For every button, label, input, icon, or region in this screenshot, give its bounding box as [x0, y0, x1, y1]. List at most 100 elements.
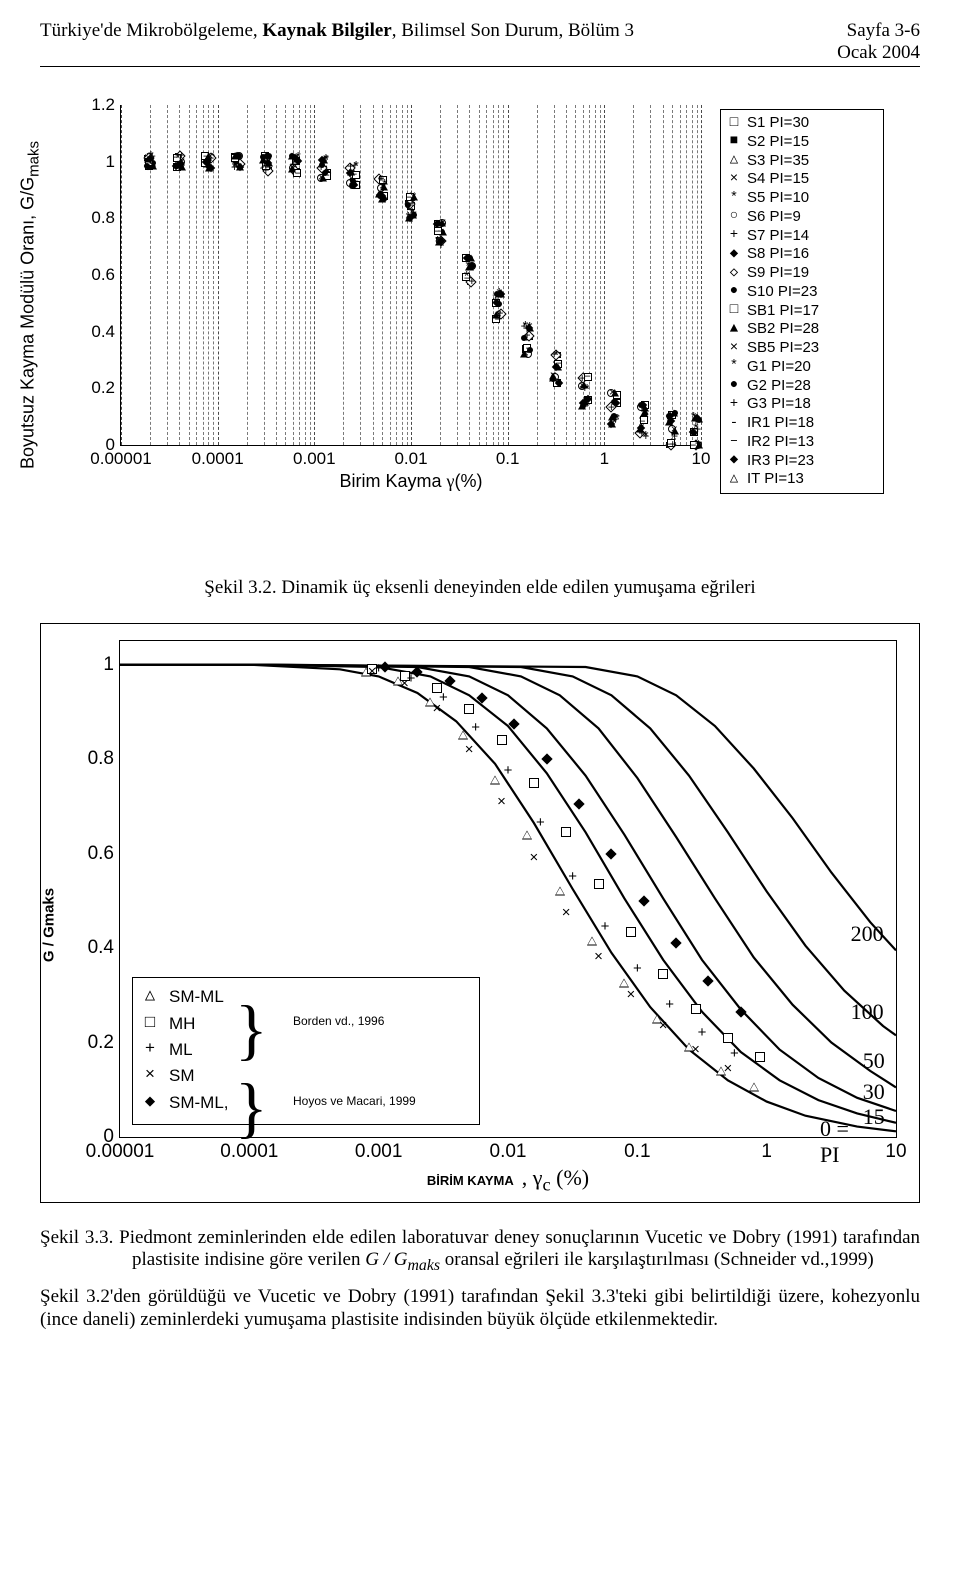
chart1-data-point	[438, 220, 446, 227]
legend-label: S7 PI=14	[747, 227, 809, 246]
chart1-gridline	[650, 105, 651, 445]
chart2-data-point	[568, 872, 578, 882]
chart2-data-point	[729, 1049, 739, 1059]
chart1-ytick: 1	[106, 152, 121, 172]
chart1-data-point	[410, 193, 418, 200]
chart1-gridline	[498, 105, 499, 445]
chart2-data-point	[497, 797, 507, 807]
legend-label: S5 PI=10	[747, 189, 809, 208]
chart2-data-point	[697, 1028, 707, 1038]
chart1-gridline	[218, 105, 219, 445]
chart2-data-point	[555, 887, 565, 896]
legend-symbol-icon: □	[727, 115, 741, 133]
chart1-data-point	[204, 153, 212, 160]
chart2-data-point	[626, 927, 636, 937]
chart1-gridline	[373, 105, 374, 445]
legend-symbol-icon: ◆	[727, 246, 741, 264]
chart1-legend-item: × SB5 PI=23	[727, 339, 877, 358]
chart1-gridline	[595, 105, 596, 445]
caption2-it1: G / G	[365, 1249, 407, 1270]
chart1-legend-item: + G3 PI=18	[727, 395, 877, 414]
chart2-data-point	[755, 1052, 765, 1062]
header-text-1: Türkiye'de Mikrobölgeleme,	[40, 20, 262, 41]
chart1-gridline	[508, 105, 509, 445]
chart1-legend-item: ×S4 PI=15	[727, 170, 877, 189]
chart1-xtick: 0.01	[394, 445, 427, 469]
legend-label: IT PI=13	[747, 470, 804, 489]
chart1-gridline	[276, 105, 277, 445]
legend-label: IR3 PI=23	[747, 452, 814, 471]
legend-symbol-icon: -	[727, 415, 741, 433]
chart1-gridline	[310, 105, 311, 445]
legend-symbol-icon: *	[727, 358, 741, 376]
legend-label: G3 PI=18	[747, 395, 811, 414]
chart2-data-point	[594, 879, 604, 889]
chart2-ytick: 0.2	[88, 1032, 114, 1054]
legend-symbol-icon: □	[727, 302, 741, 320]
chart1-gridline	[692, 105, 693, 445]
chart2-data-point	[471, 723, 481, 733]
chart1-data-point	[259, 157, 267, 164]
chart1-legend-item: +S7 PI=14	[727, 227, 877, 246]
chart2-pi-label: 200	[851, 921, 884, 947]
chart1-legend-item: -IR1 PI=18	[727, 414, 877, 433]
chart1-legend-item: *S5 PI=10	[727, 189, 877, 208]
chart1: Boyutsuz Kayma Modülü Oranı, G/Gmaks Bir…	[60, 95, 880, 515]
chart2-data-point	[367, 667, 377, 677]
chart2-xlabel-unit: (%)	[556, 1165, 589, 1190]
chart2-data-point	[561, 827, 571, 837]
chart1-ylabel: Boyutsuz Kayma Modülü Oranı, G/Gmaks	[18, 141, 43, 469]
legend-label: S4 PI=15	[747, 170, 809, 189]
chart2-data-point	[626, 990, 636, 1000]
chart1-legend-item: △IT PI=13	[727, 470, 877, 489]
legend-symbol-icon: +	[727, 396, 741, 414]
chart2-legend-item: +ML	[141, 1037, 471, 1063]
legend-label: G2 PI=28	[747, 377, 811, 396]
header-right: Sayfa 3-6 Ocak 2004	[837, 20, 920, 64]
chart2-data-point	[490, 776, 500, 785]
caption2-text2: oransal eğrileri ile karşılaştırılması (…	[440, 1249, 874, 1270]
legend-label: G1 PI=20	[747, 358, 811, 377]
chart1-data-point	[695, 442, 703, 449]
legend-label: SB5 PI=23	[747, 339, 819, 358]
chart2-xtick: 0.0001	[220, 1137, 278, 1163]
chart1-gridline	[457, 105, 458, 445]
body-paragraph: Şekil 3.2'den görüldüğü ve Vucetic ve Do…	[40, 1285, 920, 1331]
chart1-gridline	[479, 105, 480, 445]
chart1-gridline	[493, 105, 494, 445]
legend-label: S3 PI=35	[747, 152, 809, 171]
chart1-gridline	[360, 105, 361, 445]
chart2-data-point	[749, 1083, 759, 1092]
chart1-gridline	[503, 105, 504, 445]
chart1-legend-item: –IR2 PI=13	[727, 433, 877, 452]
chart1-gridline	[167, 105, 168, 445]
chart1-data-point	[319, 174, 327, 181]
chart1-gridline	[663, 105, 664, 445]
chart2-data-point	[658, 1021, 668, 1031]
legend-symbol-icon: ▲	[727, 321, 741, 339]
chart2-data-point	[529, 778, 539, 788]
chart1-data-point	[612, 411, 620, 419]
chart1-data-point	[641, 405, 649, 412]
chart2-data-point	[658, 969, 668, 979]
header-date: Ocak 2004	[837, 42, 920, 64]
chart2-data-point	[561, 908, 571, 918]
chart2-data-point	[400, 679, 410, 689]
legend-label: SB2 PI=28	[747, 320, 819, 339]
brace-icon-top: }	[235, 1012, 268, 1046]
chart1-legend-item: ■S2 PI=15	[727, 133, 877, 152]
chart2-data-point	[723, 1033, 733, 1043]
legend-symbol-icon: ×	[727, 340, 741, 358]
chart1-gridline	[247, 105, 248, 445]
chart1-gridline	[680, 105, 681, 445]
chart2-data-point	[600, 922, 610, 932]
chart2-data-point	[665, 1000, 675, 1010]
caption2-sub: maks	[407, 1257, 440, 1274]
chart1-xlabel-a: Birim Kayma	[340, 471, 447, 491]
chart1-legend-item: ○S6 PI=9	[727, 208, 877, 227]
page-header: Türkiye'de Mikrobölgeleme, Kaynak Bilgil…	[40, 20, 920, 67]
chart1-gridline	[701, 105, 702, 445]
chart1-gridline	[537, 105, 538, 445]
header-text-2: , Bilimsel Son Durum, Bölüm 3	[392, 20, 634, 41]
chart1-gridline	[604, 105, 605, 445]
